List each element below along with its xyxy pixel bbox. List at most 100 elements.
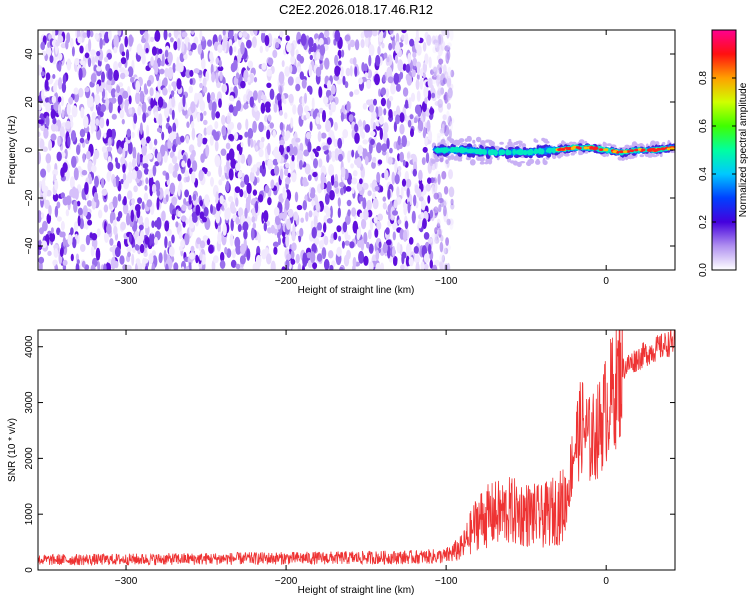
spectrogram-cell (285, 162, 290, 169)
spectrogram-cell (199, 240, 206, 249)
spectrogram-cell (119, 67, 126, 73)
spectrogram-cell (247, 191, 251, 205)
spectrogram-cell (361, 62, 365, 72)
spectrogram-cell (261, 62, 267, 70)
spectrogram-cell (163, 30, 168, 41)
spectrogram-cell (142, 257, 146, 269)
spectrogram-cell (317, 131, 322, 143)
spectrogram-cell (150, 97, 154, 109)
spectrogram-cell (208, 244, 214, 254)
spectrogram-cell (127, 66, 134, 78)
spectrogram-signal-cell (513, 160, 518, 165)
spectrogram-cell (44, 79, 49, 91)
spectrogram-cell (397, 135, 401, 146)
spectrogram-cell (211, 71, 216, 83)
colorbar-tick-label: 0.6 (698, 119, 709, 133)
spectrogram-cell (72, 236, 77, 249)
spectrogram-cell (402, 63, 407, 71)
spectrogram-cell (139, 153, 144, 163)
spectrogram-cell (289, 64, 293, 74)
spectrogram-cell (329, 264, 334, 270)
spectrogram-signal-cell (457, 139, 463, 144)
spectrogram-cell (313, 215, 318, 228)
colorbar-tick-label: 0.0 (698, 263, 709, 277)
spectrogram-cell (310, 187, 316, 196)
spectrogram-cell (386, 56, 390, 63)
spectrogram-cell (374, 228, 379, 238)
spectrogram-cell (337, 207, 341, 218)
spectrogram-cell (96, 106, 101, 116)
spectrogram-cell (51, 95, 57, 104)
spectrogram-cell (409, 38, 415, 47)
spectrogram-cell (362, 197, 367, 210)
spectrogram-cell (131, 198, 136, 205)
spectrogram-cell (342, 129, 349, 139)
spectrogram-cell (219, 195, 224, 205)
spectrogram-cell (415, 262, 420, 270)
spectrogram-cell (50, 133, 57, 141)
spectrogram-cell (167, 66, 174, 80)
spectrogram-signal-cell (466, 135, 472, 142)
spectrogram-cell (374, 73, 380, 86)
spectrogram-cell (128, 107, 133, 115)
spectrogram-cell (435, 64, 441, 77)
spectrogram-cell (221, 175, 226, 182)
spectrogram-y-tick-label: −20 (24, 189, 35, 206)
spectrogram-cell (73, 221, 79, 232)
spectrogram-cell (436, 192, 443, 201)
spectrogram-cell (351, 177, 358, 185)
spectrogram-cell (352, 170, 358, 177)
spectrogram-cell (214, 155, 221, 168)
spectrogram-cell (303, 149, 310, 157)
spectrogram-cell (70, 130, 77, 142)
colorbar-gradient (711, 29, 737, 271)
spectrogram-cell (190, 245, 195, 253)
spectrogram-cell (255, 145, 259, 151)
spectrogram-cell (167, 125, 172, 135)
spectrogram-cell (312, 262, 318, 270)
spectrogram-y-tick-label: 40 (24, 48, 35, 60)
spectrogram-cell (139, 243, 145, 254)
spectrogram-cell (405, 243, 412, 256)
spectrogram-cell (181, 41, 185, 53)
spectrogram-peak-cell (603, 148, 608, 152)
spectrogram-cell (238, 170, 243, 178)
spectrogram-cell (46, 189, 52, 197)
spectrogram-cell (45, 115, 50, 128)
spectrogram-cell (220, 204, 224, 211)
spectrogram-cell (116, 85, 121, 94)
spectrogram-peak-cell (641, 148, 646, 152)
spectrogram-cell (307, 141, 312, 153)
spectrogram-cell (168, 84, 172, 93)
spectrogram-cell (445, 94, 450, 103)
spectrogram-cell (293, 211, 299, 221)
snr-y-tick-label: 0 (24, 567, 35, 573)
spectrogram-cell (128, 161, 133, 173)
spectrogram-cell (375, 54, 381, 67)
spectrogram-cell (272, 49, 278, 59)
spectrogram-cell (431, 92, 436, 99)
spectrogram-cell (436, 74, 441, 81)
spectrogram-cell (400, 186, 404, 199)
spectrogram-cell (65, 39, 69, 50)
spectrogram-cell (359, 178, 363, 185)
spectrogram-cell (252, 222, 256, 229)
spectrogram-cell (445, 244, 452, 251)
spectrogram-signal-cell (494, 149, 498, 157)
spectrogram-cell (425, 87, 429, 99)
spectrogram-cell (446, 75, 452, 88)
spectrogram-cell (441, 254, 445, 263)
spectrogram-cell (441, 123, 445, 135)
spectrogram-cell (134, 166, 139, 172)
spectrogram-cell (84, 52, 90, 59)
spectrogram-cell (61, 109, 65, 118)
spectrogram-cell (406, 187, 410, 198)
spectrogram-cell (379, 185, 384, 193)
spectrogram-cell (316, 145, 321, 152)
spectrogram-cell (401, 253, 405, 265)
spectrogram-signal-cell (453, 155, 459, 161)
spectrogram-cell (426, 119, 431, 132)
snr-y-tick-label: 3000 (24, 391, 35, 414)
spectrogram-signal-cell (602, 142, 608, 148)
